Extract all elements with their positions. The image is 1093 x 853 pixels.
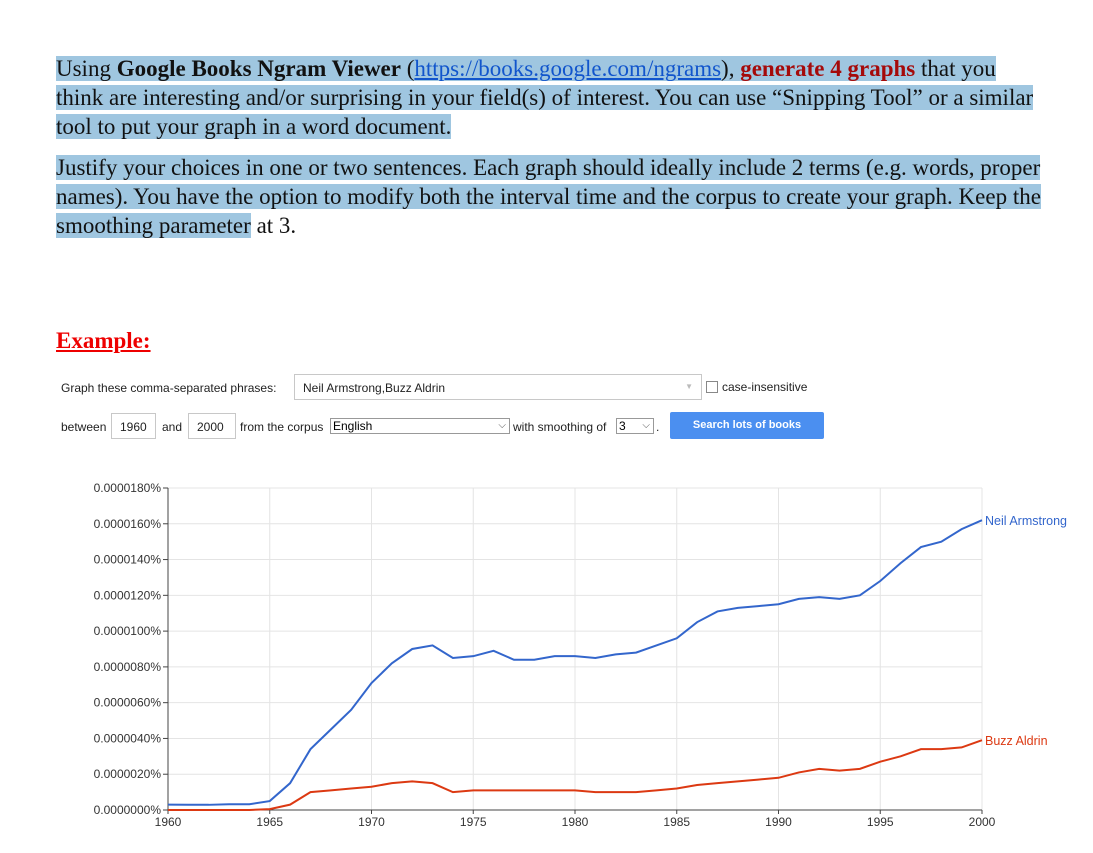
text-fragment: Using — [56, 56, 117, 81]
smoothing-value: 3 — [619, 419, 626, 433]
case-insensitive-label: case-insensitive — [722, 380, 808, 394]
y-tick-label: 0.0000120% — [94, 588, 162, 602]
chart-grid — [167, 487, 983, 811]
period-text: . — [656, 420, 660, 434]
tool-name: Google Books Ngram Viewer — [116, 56, 401, 81]
start-year-input[interactable]: 1960 — [111, 413, 156, 439]
phrases-label: Graph these comma-separated phrases: — [61, 381, 277, 395]
example-heading: Example: — [56, 328, 151, 353]
instruction-paragraph-1: Using Google Books Ngram Viewer (https:/… — [56, 54, 1046, 141]
case-insensitive-checkbox[interactable] — [706, 381, 718, 393]
and-label: and — [162, 420, 183, 434]
series-line — [168, 739, 983, 811]
text-fragment: that you think are interesting and/or su… — [56, 56, 1034, 139]
phrases-input[interactable]: Neil Armstrong,Buzz Aldrin ▼ — [294, 374, 702, 400]
chart-series — [167, 519, 983, 811]
x-tick-label: 1975 — [460, 815, 487, 829]
corpus-select[interactable]: English ⌵ — [330, 418, 510, 434]
y-tick-label: 0.0000140% — [94, 553, 162, 567]
y-tick-label: 0.0000000% — [94, 803, 162, 817]
chevron-down-icon: ⌵ — [498, 420, 506, 431]
x-tick-label: 2000 — [969, 815, 996, 829]
y-tick-label: 0.0000020% — [94, 767, 162, 781]
between-label: between — [61, 420, 107, 434]
x-tick-label: 1960 — [155, 815, 182, 829]
text-fragment: ( — [400, 56, 415, 81]
x-tick-label: 1995 — [867, 815, 894, 829]
smoothing-label: with smoothing of — [513, 420, 607, 434]
corpus-value: English — [333, 419, 373, 433]
x-tick-label: 1970 — [358, 815, 385, 829]
y-tick-label: 0.0000100% — [94, 624, 162, 638]
search-button[interactable]: Search lots of books — [670, 412, 824, 439]
corpus-label: from the corpus — [240, 420, 324, 434]
y-axis-ticks: 0.0000000% 0.0000020% 0.0000040% 0.0000060%… — [94, 481, 168, 817]
x-tick-label: 1980 — [562, 815, 589, 829]
dropdown-arrow-icon[interactable]: ▼ — [685, 382, 693, 391]
ngram-link[interactable]: https://books.google.com/ngrams — [414, 56, 722, 81]
x-axis-ticks: 1960 1965 1970 1975 1980 1985 1990 1995 2000 — [155, 810, 996, 829]
series-line — [167, 519, 983, 806]
text-fragment: at 3. — [250, 213, 297, 238]
phrases-value: Neil Armstrong,Buzz Aldrin — [303, 381, 446, 395]
series-label: Neil Armstrong — [985, 514, 1067, 528]
x-tick-label: 1985 — [663, 815, 690, 829]
y-tick-label: 0.0000060% — [94, 696, 162, 710]
x-tick-label: 1965 — [256, 815, 283, 829]
y-tick-label: 0.0000080% — [94, 660, 162, 674]
smoothing-select[interactable]: 3 ⌵ — [616, 418, 654, 434]
y-tick-label: 0.0000180% — [94, 481, 162, 495]
chevron-down-icon: ⌵ — [642, 420, 650, 431]
end-year-input[interactable]: 2000 — [188, 413, 236, 439]
instructions: Using Google Books Ngram Viewer (https:/… — [56, 54, 1046, 252]
text-fragment: ), — [721, 56, 735, 81]
y-tick-label: 0.0000040% — [94, 731, 162, 745]
series-labels: Neil Armstrong Buzz Aldrin — [985, 514, 1067, 748]
x-tick-label: 1990 — [765, 815, 792, 829]
y-tick-label: 0.0000160% — [94, 517, 162, 531]
emphasis-text: generate 4 graphs — [740, 56, 916, 81]
instruction-paragraph-2: Justify your choices in one or two sente… — [56, 153, 1046, 240]
series-label: Buzz Aldrin — [985, 734, 1048, 748]
